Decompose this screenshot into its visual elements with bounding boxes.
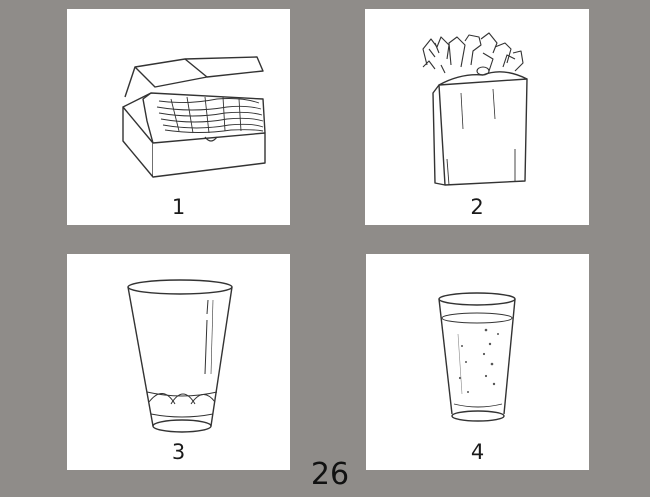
empty-glass-icon xyxy=(67,254,290,439)
page-number: 26 xyxy=(310,457,350,492)
grocery-bag-icon xyxy=(365,9,589,194)
card-number-3: 3 xyxy=(171,440,186,464)
picture-card-2[interactable]: 2 xyxy=(365,9,589,225)
picture-card-3[interactable]: 3 xyxy=(67,254,290,470)
picture-card-1[interactable]: 1 xyxy=(67,9,290,225)
box-of-pasta-icon xyxy=(67,9,290,194)
card-number-4: 4 xyxy=(470,440,485,464)
picture-card-4[interactable]: 4 xyxy=(366,254,589,470)
card-number-2: 2 xyxy=(470,195,484,219)
card-number-1: 1 xyxy=(171,195,186,219)
glass-of-water-icon xyxy=(366,254,589,439)
